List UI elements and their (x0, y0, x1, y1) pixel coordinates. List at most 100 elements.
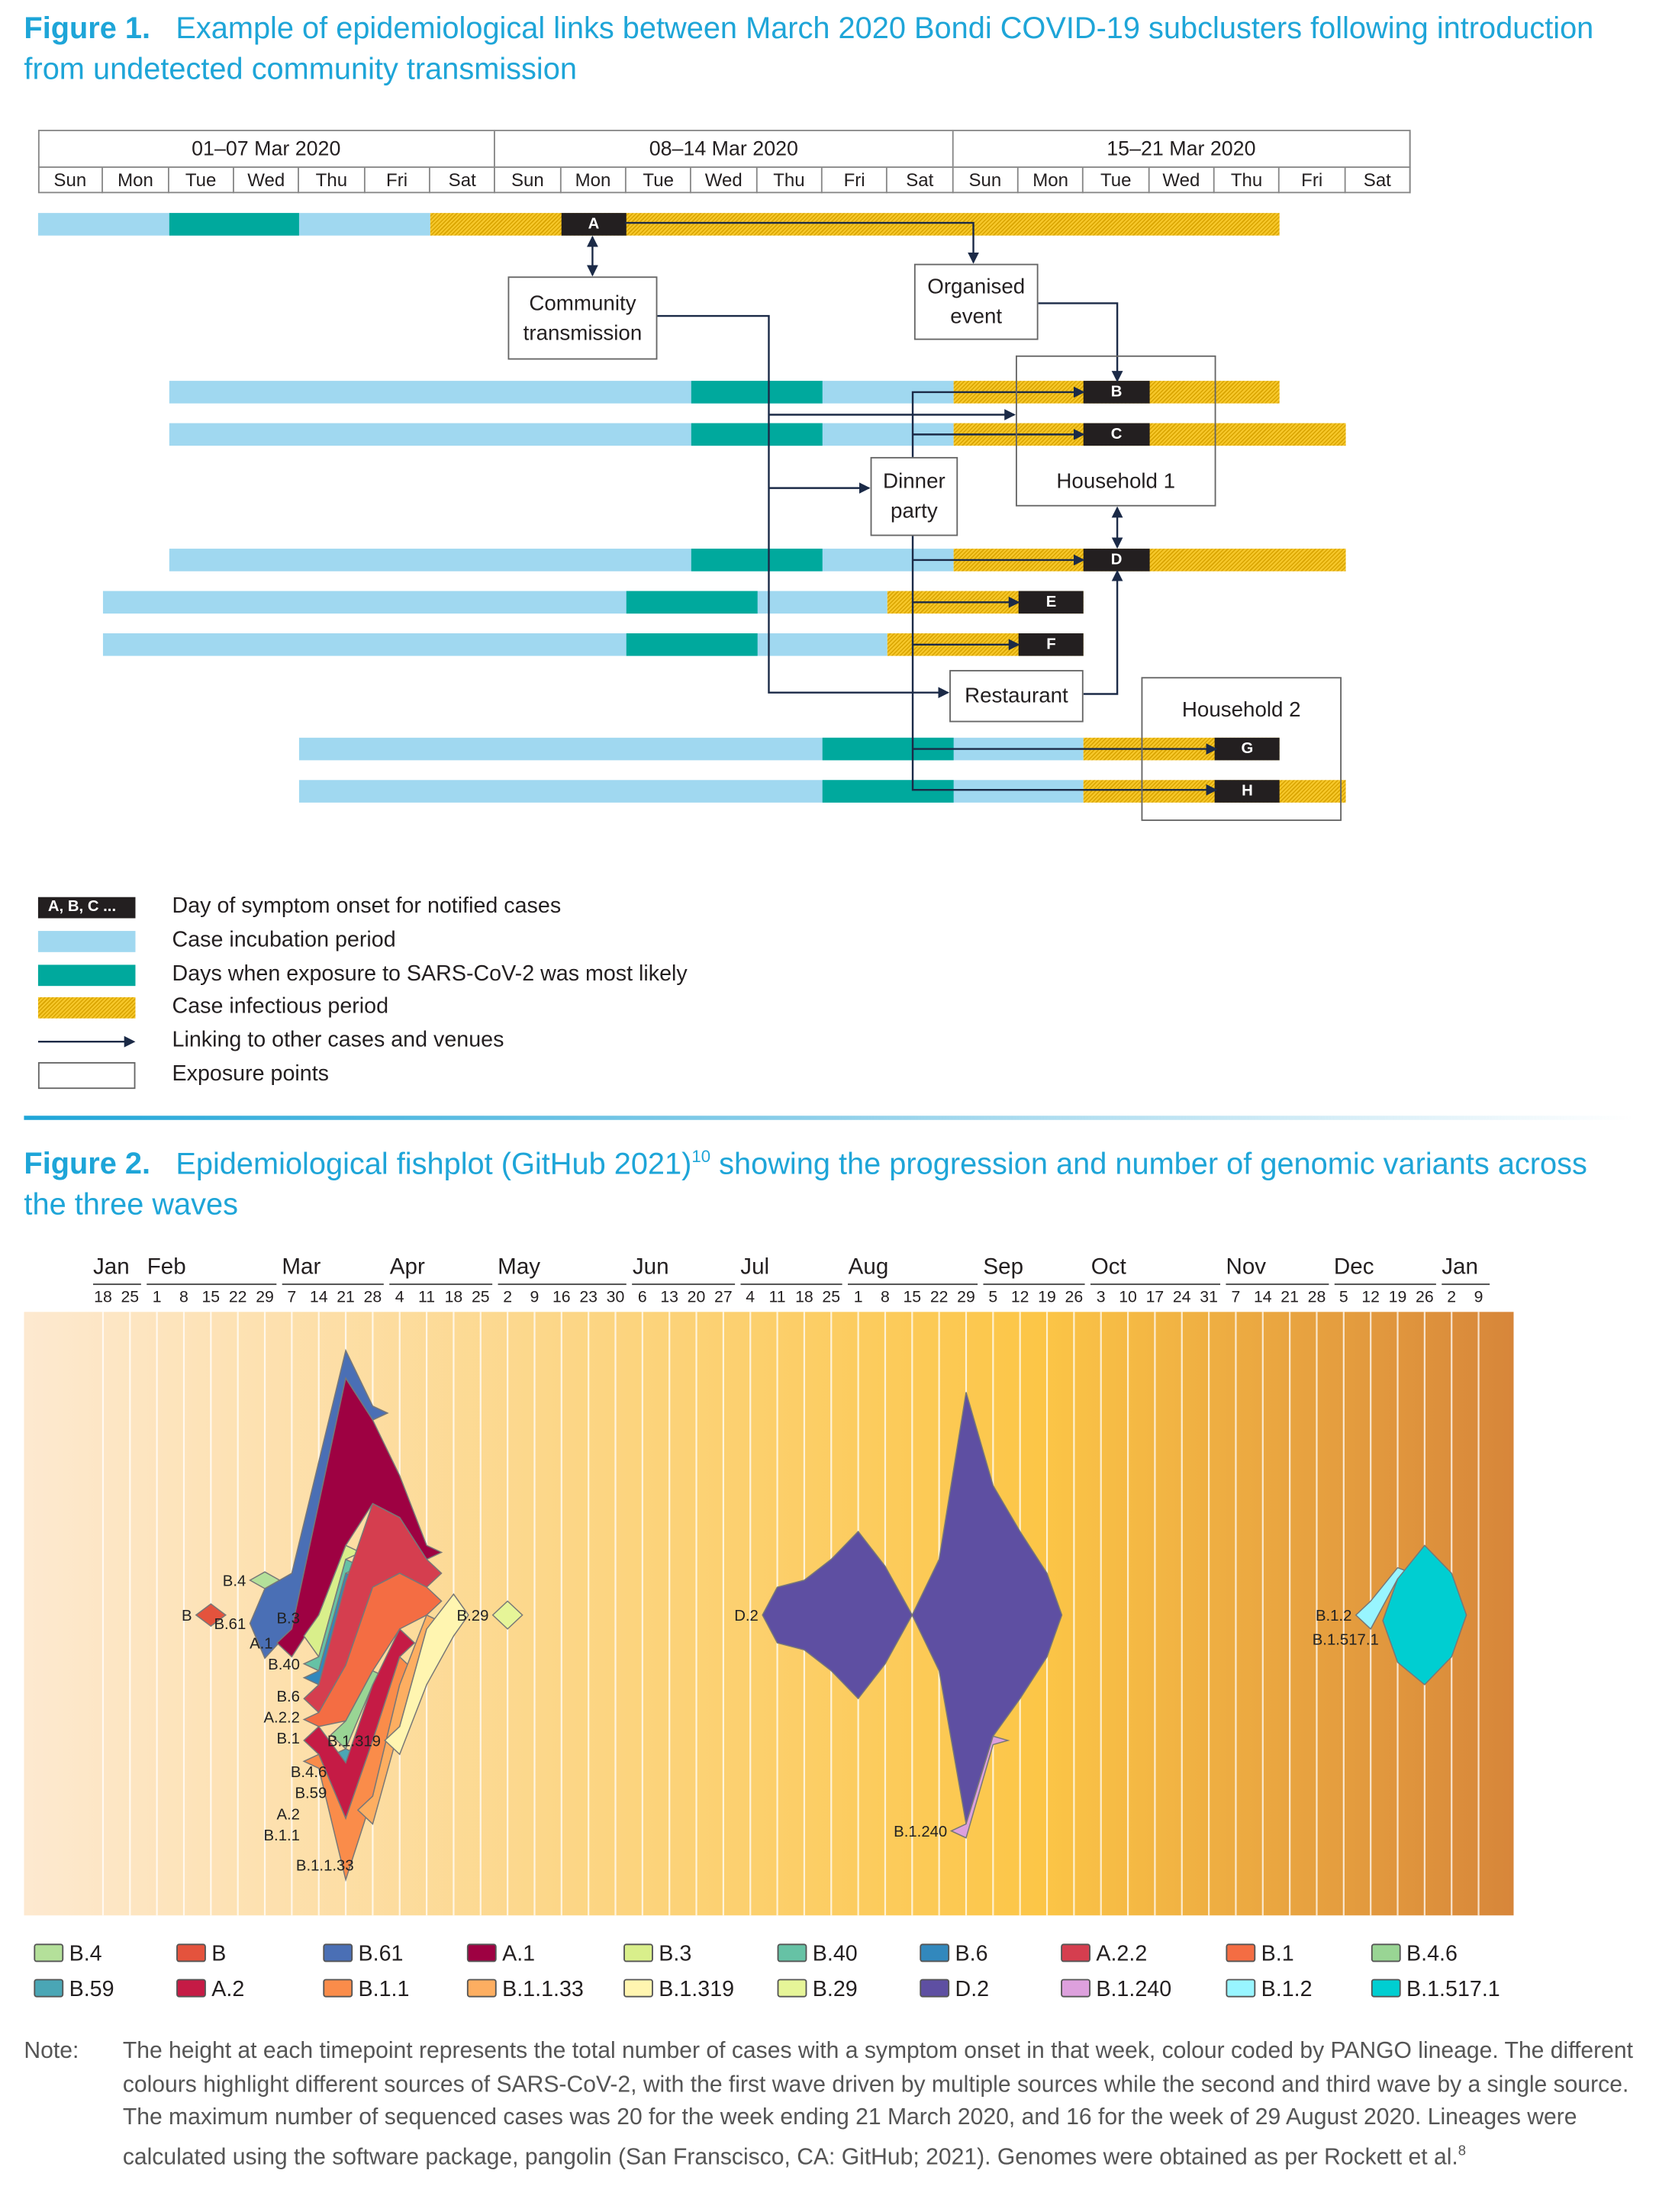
link-arrow (911, 536, 1218, 796)
week-tick-label: 28 (1307, 1289, 1326, 1306)
fish-label: B.3 (276, 1610, 300, 1627)
legend-swatch (466, 1943, 497, 1962)
legend-item: B.6 (920, 1943, 988, 1968)
legend-label: A.1 (502, 1942, 536, 1966)
week-tick-label: 12 (1010, 1289, 1029, 1306)
legend-item: A.2.2 (1061, 1943, 1147, 1968)
week-tick-label: 28 (363, 1289, 382, 1306)
fish-label: A.2.2 (263, 1710, 299, 1727)
legend-label: B.4 (69, 1942, 102, 1966)
month-label: Feb (147, 1255, 277, 1286)
figure2-title-rest: showing the progression and number of ge… (24, 1147, 1587, 1222)
day-header: Tue (169, 167, 234, 194)
legend-swatch-inf (37, 997, 136, 1019)
section-divider (24, 1116, 1632, 1120)
week-tick-label: 15 (903, 1289, 922, 1306)
fish-band-D.2 (762, 1392, 1063, 1824)
legend-swatch-arrow (37, 1032, 136, 1053)
note-body: The height at each timepoint represents … (122, 2038, 1634, 2170)
venue-organised-event: Organised event (913, 263, 1039, 340)
fish-band-B.29 (491, 1600, 523, 1630)
legend-item: B.1.1 (323, 1978, 409, 2003)
legend-swatch-inc (37, 930, 136, 952)
onset-marker-e: E (1018, 591, 1084, 614)
legend-label: B.40 (812, 1942, 858, 1966)
day-header: Fri (1280, 167, 1345, 194)
figure1-label: Figure 1. (24, 11, 151, 46)
fish-label: B (182, 1608, 192, 1624)
legend-label: B.1.1.33 (502, 1977, 584, 2002)
exposure-bar (626, 591, 758, 614)
link-arrow (911, 386, 1085, 457)
week-tick-label: 7 (1231, 1289, 1241, 1306)
day-header: Wed (234, 167, 300, 194)
week-tick-label: 2 (1447, 1289, 1457, 1306)
day-header: Sat (430, 167, 496, 194)
day-header: Sun (495, 167, 562, 194)
week-tick-label: 25 (121, 1289, 140, 1306)
legend-label: A.2 (211, 1977, 245, 2002)
legend-swatch (323, 1943, 353, 1962)
week-tick-label: 18 (444, 1289, 463, 1306)
legend-item: B.1.240 (1061, 1978, 1171, 2003)
day-header: Sun (38, 167, 104, 194)
figure1-title-text: Example of epidemiological links between… (24, 11, 1594, 86)
week-tick-label: 11 (768, 1289, 786, 1306)
week-tick-label: 5 (1338, 1289, 1348, 1306)
legend-swatch (323, 1979, 353, 1998)
legend-label: Linking to other cases and venues (172, 1028, 504, 1053)
day-header: Mon (1019, 167, 1084, 194)
month-label: Oct (1090, 1255, 1221, 1286)
legend-label: B.1.2 (1261, 1977, 1313, 2002)
onset-marker-a: A (561, 213, 627, 236)
legend-swatch (1226, 1943, 1256, 1962)
week-tick-label: 10 (1119, 1289, 1137, 1306)
legend-label: B (211, 1942, 227, 1966)
week-tick-label: 9 (530, 1289, 540, 1306)
day-header: Thu (1215, 167, 1280, 194)
legend-item: B.40 (777, 1942, 858, 1968)
week-tick-label: 13 (660, 1289, 679, 1306)
fish-label: B.6 (276, 1689, 300, 1705)
day-header: Thu (757, 167, 823, 194)
week-tick-label: 15 (201, 1289, 221, 1306)
fish-label: B.4 (223, 1573, 246, 1589)
fishplot: B.4 B B.61A.1B.3 B.40 B.6 A.2.2 B.1 B.4.6 B.59 A.… (24, 1312, 1514, 1916)
fish-label: B.4.6 (291, 1764, 327, 1781)
week-tick-label: 8 (179, 1289, 188, 1306)
week-tick-label: 11 (418, 1289, 436, 1306)
week-tick-label: 22 (228, 1289, 247, 1306)
onset-marker-g: G (1214, 737, 1280, 761)
fish-label: B.1.319 (327, 1733, 381, 1750)
week-tick-label: 4 (746, 1289, 755, 1306)
fish-label: B.1.1.33 (296, 1858, 354, 1875)
legend-item: B.29 (777, 1978, 858, 2003)
week-tick-label: 24 (1172, 1289, 1191, 1306)
day-header: Mon (104, 167, 169, 194)
link-arrow (624, 221, 979, 264)
week-tick-label: 19 (1038, 1289, 1056, 1306)
figure2-label: Figure 2. (24, 1147, 151, 1181)
month-label: Sep (983, 1255, 1086, 1286)
incubation-bar (103, 591, 888, 614)
fish-label: A.2 (276, 1806, 300, 1823)
legend-swatch (1061, 1979, 1090, 1998)
exposure-bar (169, 213, 300, 236)
week-tick-label: 26 (1065, 1289, 1084, 1306)
fish-label: B.1 (276, 1731, 300, 1747)
exposure-bar (626, 633, 758, 656)
exposure-bar (691, 381, 823, 404)
arrow-icon (37, 1036, 136, 1048)
onset-marker-c: C (1084, 423, 1149, 446)
exposure-bar (691, 549, 823, 572)
month-label: Jul (740, 1255, 843, 1286)
legend-item: B.3 (623, 1943, 691, 1968)
onset-marker-d: D (1084, 549, 1149, 572)
fish-band-B.1.319 (384, 1593, 469, 1756)
fish-band-B.1.517.1 (1382, 1544, 1467, 1686)
month-label: Jun (632, 1255, 735, 1286)
figure2-title: Figure 2. Epidemiological fishplot (GitHu… (24, 1137, 1632, 1226)
legend-item: B.1.517.1 (1371, 1978, 1500, 2003)
week-tick-label: 19 (1388, 1289, 1407, 1306)
link-arrow (657, 314, 950, 699)
